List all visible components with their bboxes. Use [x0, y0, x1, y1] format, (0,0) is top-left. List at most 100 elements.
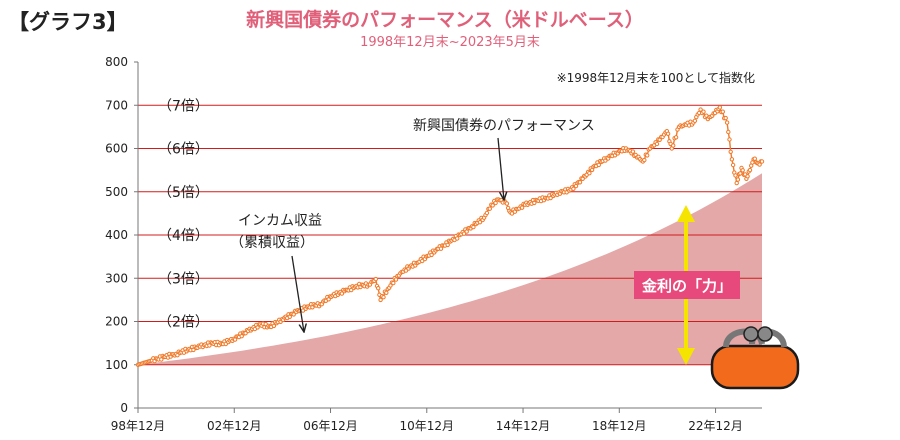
y-tick-label: 200: [105, 315, 128, 329]
bond-data-point: [738, 171, 743, 176]
bond-data-point: [701, 109, 706, 114]
bond-data-point: [671, 143, 676, 148]
chart-title: 新興国債券のパフォーマンス（米ドルベース）: [246, 9, 644, 31]
bond-data-point: [673, 135, 679, 140]
bond-data-point: [455, 236, 460, 241]
multiple-labels: （2倍） （3倍） （4倍） （5倍） （6倍） （7倍）: [158, 98, 209, 330]
chart-subtitle: 1998年12月末~2023年5月末: [360, 35, 540, 50]
y-tick-label: 0: [120, 401, 128, 415]
bond-data-point: [378, 297, 383, 303]
bond-data-point: [740, 168, 745, 173]
income-annotation-line1: インカム収益: [238, 213, 322, 229]
bond-data-point: [519, 205, 525, 210]
bond-data-point: [720, 109, 725, 114]
bond-data-point: [596, 162, 601, 168]
y-tick-label: 800: [105, 55, 128, 69]
bond-data-point: [339, 291, 345, 296]
bond-data-point: [730, 162, 736, 168]
bond-data-point: [175, 353, 180, 358]
bond-data-point: [429, 252, 434, 258]
bond-data-point: [239, 334, 244, 339]
bond-data-point: [665, 131, 671, 137]
bond-data-point: [630, 149, 636, 154]
bond-data-point: [445, 242, 450, 248]
bond-data-point: [461, 231, 467, 236]
x-tick-label: 14年12月: [496, 419, 551, 433]
bond-data-point: [587, 171, 592, 176]
index-note: ※1998年12月末を100として指数化: [557, 70, 755, 85]
bond-data-point: [698, 107, 703, 112]
bond-data-point: [724, 120, 730, 125]
x-tick-label: 18年12月: [592, 419, 647, 433]
bond-annotation-arrow: [497, 137, 504, 200]
bond-data-point: [728, 149, 733, 155]
bond-data-point: [723, 115, 728, 121]
arrow-down-icon: [677, 348, 695, 365]
bond-data-point: [729, 157, 735, 162]
bond-data-point: [645, 153, 650, 158]
x-tick-label: 98年12月: [111, 419, 166, 433]
bond-data-point: [490, 203, 495, 208]
y-tick-label: 100: [105, 358, 128, 372]
power-badge-label: 金利の「力」: [641, 277, 732, 295]
bond-data-point: [376, 286, 381, 291]
bond-data-point: [391, 280, 396, 286]
arrow-up-icon: [677, 205, 695, 222]
bond-data-point: [734, 180, 739, 186]
bond-annotation: 新興国債券のパフォーマンス: [413, 118, 595, 134]
y-axis-ticks: 0 100 200 300 400 500 600 700 800: [105, 55, 138, 415]
bond-data-point: [471, 224, 476, 230]
bond-data-point: [159, 357, 164, 362]
bond-data-point: [654, 141, 660, 147]
bond-data-point: [717, 105, 723, 110]
bond-data-point: [759, 159, 765, 164]
bond-data-point: [487, 206, 492, 211]
gridlines: [138, 104, 762, 366]
y-tick-label: 700: [105, 98, 128, 112]
bond-data-point: [642, 157, 647, 163]
bond-data-point: [692, 118, 698, 124]
bond-data-point: [504, 201, 510, 206]
bond-data-point: [733, 173, 738, 178]
x-tick-label: 10年12月: [400, 419, 455, 433]
income-annotation-arrow: [291, 255, 304, 332]
purse-icon: [710, 326, 800, 390]
x-axis-ticks: 98年12月 02年12月 06年12月 10年12月 14年12月 18年12月 22年1…: [111, 408, 743, 433]
multiple-label: （4倍）: [158, 228, 209, 244]
x-tick-label: 22年12月: [688, 419, 743, 433]
bond-data-point: [384, 290, 389, 295]
bond-data-point: [373, 276, 378, 282]
bond-data-point: [571, 186, 576, 192]
bond-data-point: [726, 129, 731, 135]
income-area: [138, 173, 762, 365]
bond-data-point: [735, 177, 741, 182]
multiple-label: （6倍）: [158, 142, 209, 158]
power-badge: [634, 271, 740, 299]
bond-data-point: [747, 167, 753, 173]
bond-data-point: [745, 174, 750, 179]
y-tick-label: 400: [105, 228, 128, 242]
multiple-label: （7倍）: [158, 98, 209, 114]
bond-data-point: [477, 220, 483, 225]
bond-data-point: [548, 195, 553, 201]
bond-data-point: [393, 277, 399, 282]
y-tick-label: 500: [105, 185, 128, 199]
x-tick-label: 02年12月: [207, 419, 262, 433]
multiple-label: （3倍）: [158, 271, 209, 287]
bond-data-point: [727, 137, 732, 142]
bond-performance-line: [135, 105, 765, 367]
bond-data-point: [484, 210, 490, 216]
bond-data-point: [271, 323, 277, 329]
bond-data-point: [752, 156, 757, 161]
income-annotation-line2: （累積収益）: [230, 235, 314, 251]
bond-data-point: [381, 295, 386, 300]
graph-label: 【グラフ3】: [8, 10, 128, 34]
bond-data-point: [493, 200, 498, 206]
multiple-label: （5倍）: [158, 185, 209, 201]
y-tick-label: 300: [105, 271, 128, 285]
x-tick-label: 06年12月: [303, 419, 358, 433]
bond-data-point: [577, 180, 583, 185]
multiple-label: （2倍）: [158, 315, 209, 331]
y-tick-label: 600: [105, 142, 128, 156]
